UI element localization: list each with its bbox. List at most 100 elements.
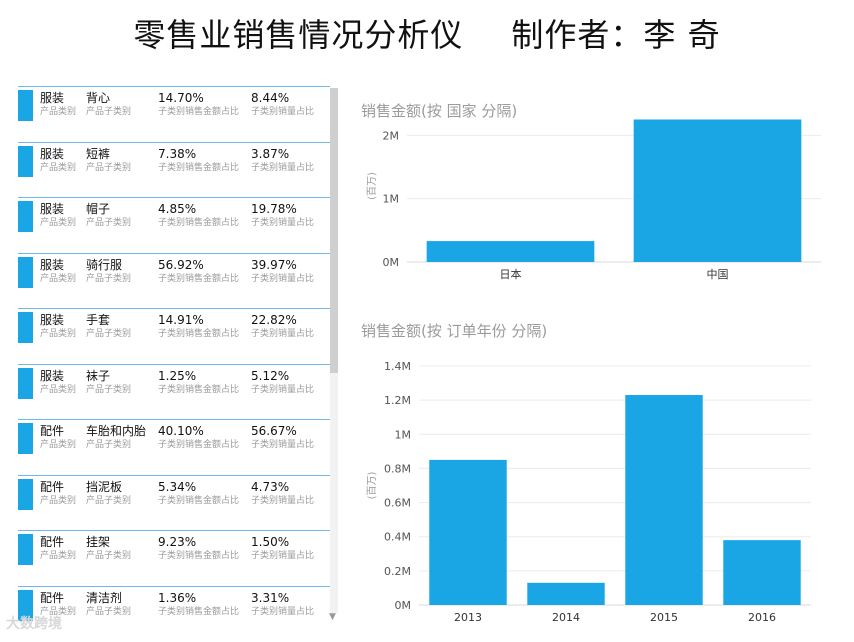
- x-tick-label: 2013: [454, 611, 482, 624]
- card-category: 服装 产品类别: [40, 91, 76, 119]
- x-tick-label: 2016: [748, 611, 776, 624]
- card-amount-share-value: 14.70%: [158, 91, 204, 105]
- title-text: 零售业销售情况分析仪: [133, 16, 464, 54]
- card-volume-share-value: 56.67%: [251, 424, 297, 438]
- y-tick-label: 1.4M: [384, 360, 411, 373]
- subcategory-card[interactable]: 配件 产品类别 车胎和内胎 产品子类别 40.10% 子类别销售金额占比 56.67% 子类别…: [18, 419, 330, 460]
- card-volume-share: 8.44% 子类别销量占比: [251, 91, 314, 119]
- subcategory-card[interactable]: 服装 产品类别 手套 产品子类别 14.91% 子类别销售金额占比 22.82% 子类别销量占…: [18, 308, 330, 349]
- card-amount-share-label: 子类别销售金额占比: [158, 606, 240, 617]
- card-subcategory: 背心 产品子类别: [86, 91, 131, 119]
- card-amount-share-value: 4.85%: [158, 202, 197, 216]
- card-accent-bar: [18, 145, 33, 177]
- card-amount-share: 7.38% 子类别销售金额占比: [158, 147, 239, 175]
- card-volume-share-value: 5.12%: [251, 368, 290, 383]
- subcategory-card-list[interactable]: 服装 产品类别 背心 产品子类别 14.70% 子类别销售金额占比 8.44% 子类别销量占比…: [18, 82, 340, 622]
- card-category-value: 服装: [40, 368, 65, 383]
- subcategory-card[interactable]: 服装产品类别 背心 产品子类别 14.70% 子类别销售金额占比 8.44% 子类别销量占比: [18, 86, 330, 127]
- card-volume-share: 1.50% 子类别销量占比: [251, 535, 314, 563]
- card-subcategory: 挂架 产品子类别: [86, 535, 131, 563]
- card-amount-share: 1.36% 子类别销售金额占比: [158, 591, 239, 619]
- card-volume-share-value: 4.73%: [251, 479, 290, 494]
- card-volume-share-value: 3.31%: [251, 590, 290, 605]
- card-volume-share-label: 子类别销量占比: [251, 551, 315, 561]
- bar-2013: [429, 459, 507, 605]
- card-category: 服装 产品类别: [40, 258, 76, 286]
- card-category-value: 配件: [40, 424, 65, 438]
- card-accent-bar: [18, 423, 33, 454]
- card-amount-share-label: 子类别销售金额占比: [158, 440, 240, 450]
- card-accent-bar: [18, 312, 33, 343]
- bar-日本: [426, 241, 595, 262]
- card-subcategory-label: 产品子类别: [86, 440, 132, 450]
- y-axis-label: (百万): [366, 472, 378, 500]
- card-subcategory: 手套 产品子类别: [86, 313, 131, 341]
- y-tick-label: 0.2M: [384, 565, 411, 578]
- card-amount-share-label: 子类别销售金额占比: [158, 495, 240, 506]
- y-tick-label: 0.8M: [384, 462, 411, 475]
- subcategory-card[interactable]: 配件 产品类别 清洁剂 产品子类别 1.36% 子类别销售金额占比 3.31% 子类别销量占比: [18, 585, 330, 622]
- card-volume-share-value: 1.50%: [251, 535, 290, 549]
- card-amount-share-value: 56.92%: [158, 257, 204, 272]
- bar-中国: [633, 119, 802, 262]
- subcategory-card[interactable]: 配件产品类别 挂架 产品子类别 9.23% 子类别销售金额占比 1.50% 子类别销量占比: [18, 530, 330, 571]
- card-subcategory-value: 骑行服: [86, 257, 123, 272]
- card-volume-share-label: 子类别销量占比: [251, 495, 315, 506]
- card-subcategory-value: 挂架: [86, 535, 111, 549]
- card-volume-share-label: 子类别销量占比: [251, 329, 315, 339]
- bar-2015: [625, 395, 703, 605]
- card-amount-share-value: 40.10%: [158, 424, 204, 438]
- card-volume-share: 5.12% 子类别销量占比: [251, 369, 314, 397]
- card-accent-bar: [18, 90, 33, 121]
- scroll-down-icon[interactable]: ▼: [329, 612, 336, 622]
- y-tick-label: 2M: [383, 129, 400, 142]
- card-category-label: 产品类别: [40, 107, 77, 117]
- card-subcategory-label: 产品子类别: [86, 218, 132, 228]
- card-category: 服装 产品类别: [40, 369, 76, 397]
- card-subcategory: 挡泥板 产品子类别: [86, 480, 131, 508]
- x-tick-label: 日本: [500, 267, 522, 281]
- card-volume-share-value: 39.97%: [251, 257, 297, 272]
- page-title: 零售业销售情况分析仪 制作者：李 奇: [0, 10, 854, 56]
- card-category: 服装 产品类别: [40, 147, 76, 175]
- card-subcategory-value: 帽子: [86, 202, 111, 216]
- card-category-value: 服装: [40, 91, 65, 105]
- subcategory-card[interactable]: 服装 产品类别 短裤 产品子类别 7.38% 子类别销售金额占比 3.87% 子类别销量占比: [18, 141, 330, 183]
- card-category-value: 服装: [40, 313, 65, 327]
- card-subcategory: 车胎和内胎 产品子类别: [86, 424, 146, 452]
- y-tick-label: 1M: [395, 428, 412, 441]
- subcategory-card[interactable]: 配件 产品类别 挡泥板 产品子类别 5.34% 子类别销售金额占比 4.73% 子类别销量占比: [18, 474, 330, 516]
- card-category: 配件 产品类别: [40, 480, 76, 508]
- card-subcategory-label: 产品子类别: [86, 606, 132, 617]
- card-subcategory-value: 手套: [86, 313, 111, 327]
- card-amount-share-label: 子类别销售金额占比: [158, 107, 240, 117]
- card-subcategory-label: 产品子类别: [86, 107, 132, 117]
- card-subcategory: 帽子 产品子类别: [86, 202, 131, 230]
- card-subcategory-label: 产品子类别: [86, 495, 132, 506]
- card-subcategory-label: 产品子类别: [86, 384, 132, 395]
- card-accent-bar: [18, 367, 33, 399]
- y-tick-label: 0.6M: [384, 497, 411, 510]
- card-subcategory-label: 产品子类别: [86, 162, 132, 173]
- y-tick-label: 0M: [383, 256, 400, 269]
- subcategory-card[interactable]: 服装 产品类别 袜子 产品子类别 1.25% 子类别销售金额占比 5.12% 子类别销量占比: [18, 363, 330, 405]
- scrollbar-thumb[interactable]: [330, 88, 338, 373]
- card-volume-share-value: 19.78%: [251, 202, 297, 216]
- card-amount-share: 9.23% 子类别销售金额占比: [158, 535, 239, 563]
- card-category-value: 配件: [40, 479, 65, 494]
- x-tick-label: 中国: [707, 268, 729, 281]
- card-volume-share-label: 子类别销量占比: [251, 107, 315, 117]
- card-amount-share: 4.85% 子类别销售金额占比: [158, 202, 239, 230]
- card-category-value: 配件: [40, 535, 65, 549]
- card-volume-share: 4.73% 子类别销量占比: [251, 480, 314, 508]
- card-category-label: 产品类别: [40, 273, 77, 284]
- card-volume-share: 19.78% 子类别销量占比: [251, 202, 314, 230]
- card-category-label: 产品类别: [40, 606, 77, 617]
- card-category-label: 产品类别: [40, 551, 77, 561]
- card-amount-share-value: 7.38%: [158, 146, 197, 161]
- card-amount-share-label: 子类别销售金额占比: [158, 162, 240, 173]
- card-amount-share-label: 子类别销售金额占比: [158, 273, 240, 284]
- subcategory-card[interactable]: 服装 产品类别 帽子 产品子类别 4.85% 子类别销售金额占比 19.78% 子类别销量占比: [18, 197, 330, 238]
- card-category: 配件 产品类别: [40, 535, 76, 563]
- subcategory-card[interactable]: 服装 产品类别 骑行服 产品子类别 56.92% 子类别销售金额占比 39.97% 子类别销量…: [18, 252, 330, 294]
